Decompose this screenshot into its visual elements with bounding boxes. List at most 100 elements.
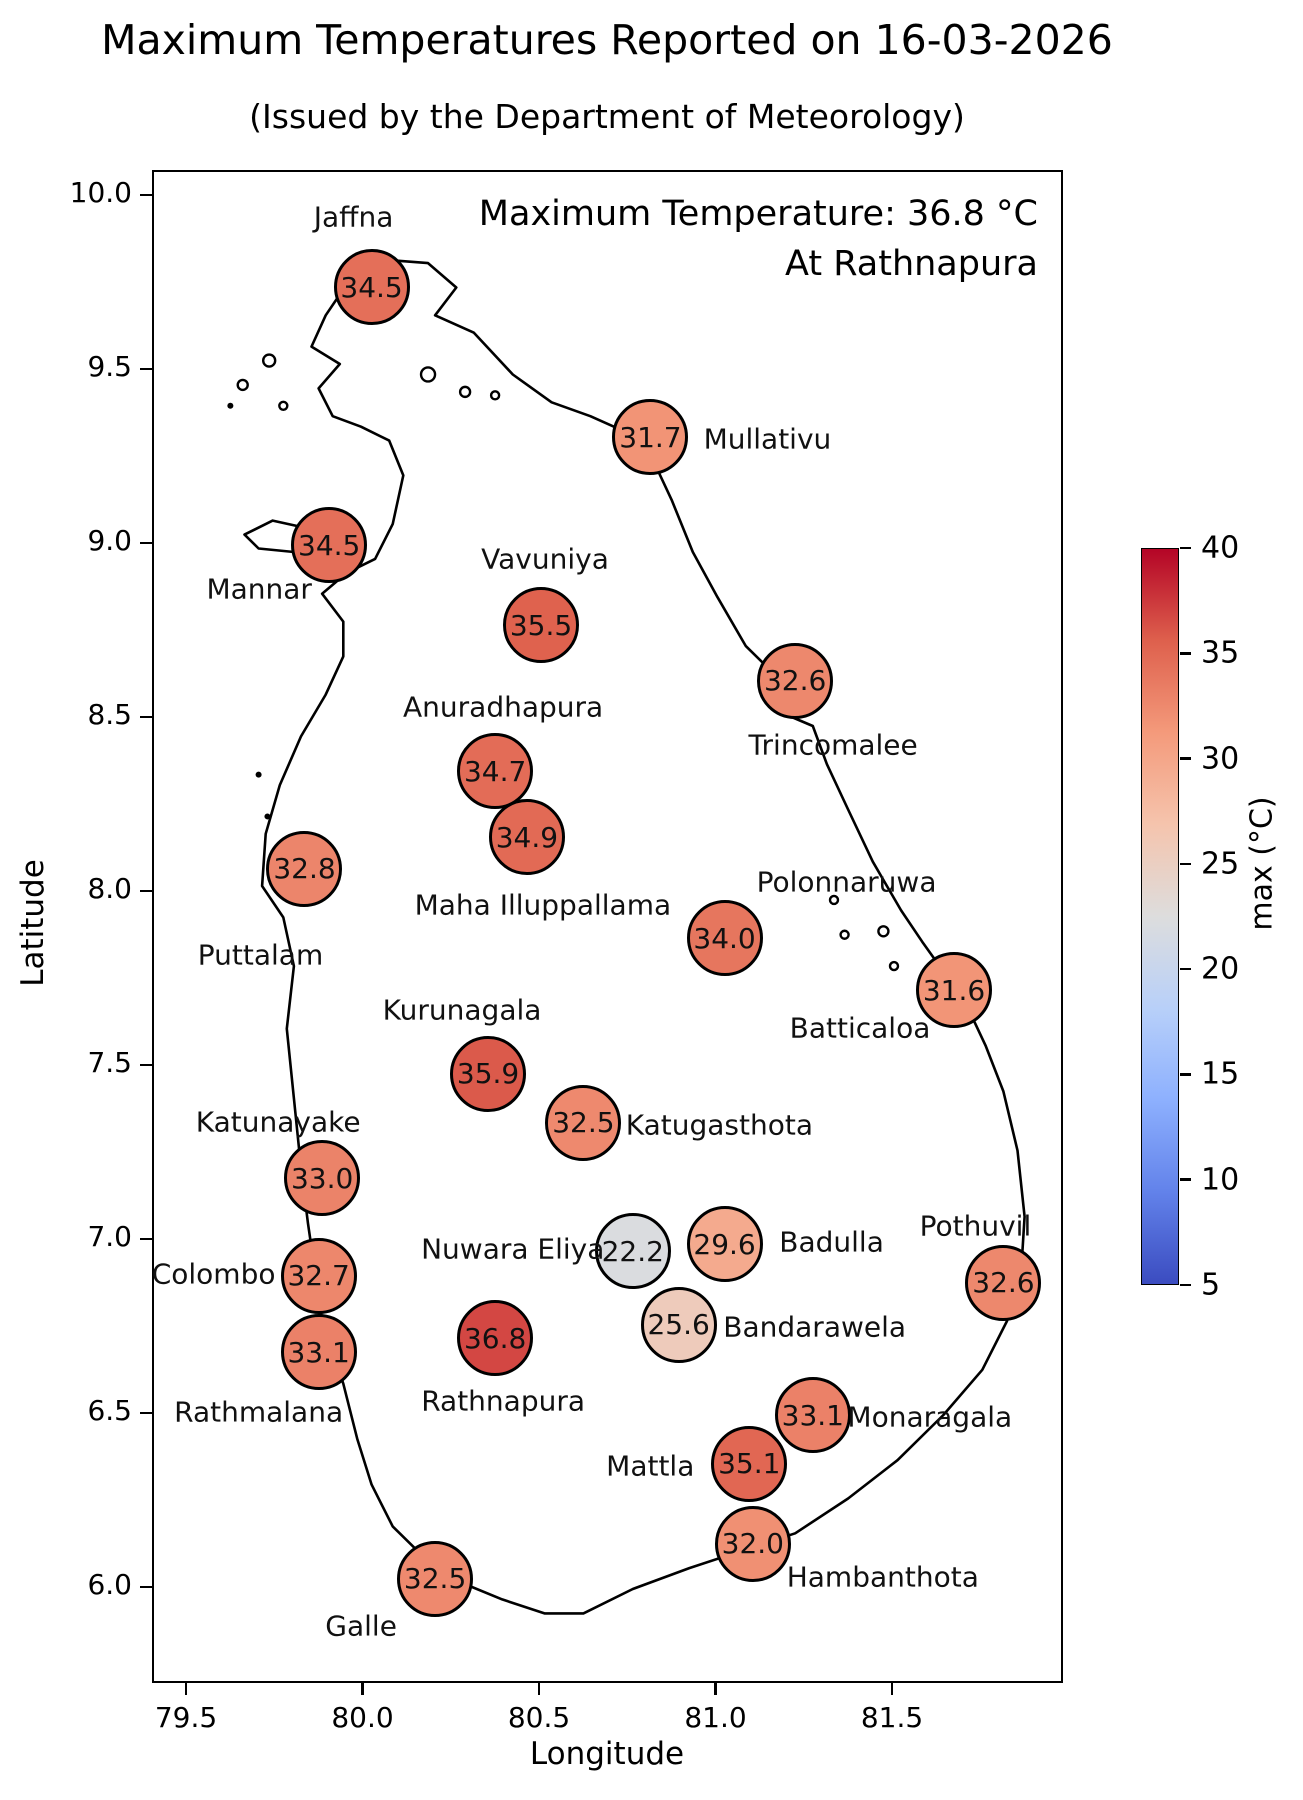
station-marker-trincomalee: 32.6 [757, 642, 834, 719]
station-label-vavuniya: Vavuniya [481, 542, 609, 576]
y-tick-label: 9.5 [87, 350, 132, 383]
station-label-anuradhapura: Anuradhapura [403, 690, 604, 724]
station-label-katugasthota: Katugasthota [625, 1108, 813, 1142]
station-marker-nuwara-eliya: 22.2 [594, 1213, 671, 1290]
y-tick-label: 6.0 [87, 1568, 132, 1601]
station-label-jaffna: Jaffna [313, 200, 394, 234]
station-temp: 34.5 [340, 270, 403, 304]
coastline-outline [260, 258, 1026, 1615]
station-temp: 32.0 [721, 1527, 784, 1561]
islet-8 [264, 813, 271, 820]
station-marker-katugasthota: 32.5 [545, 1084, 622, 1161]
station-temp: 34.9 [495, 820, 559, 854]
y-tick-mark [140, 715, 152, 719]
plot-area: Maximum Temperature: 36.8 °C At Rathnapu… [152, 170, 1063, 1683]
station-marker-puttalam: 32.8 [266, 830, 343, 907]
islet-9 [828, 894, 840, 906]
station-marker-colombo: 32.7 [280, 1237, 357, 1314]
station-temp: 33.0 [290, 1161, 354, 1195]
y-tick-label: 6.5 [87, 1394, 132, 1427]
x-tick-mark [890, 1683, 894, 1695]
station-label-polonnaruwa: Polonnaruwa [756, 865, 937, 899]
station-temp: 34.5 [298, 528, 361, 562]
islet-0 [261, 353, 277, 368]
islet-3 [227, 402, 234, 409]
station-marker-mullativu: 31.7 [612, 399, 689, 476]
x-tick-mark [537, 1683, 541, 1695]
station-marker-hambanthota: 32.0 [714, 1505, 791, 1582]
y-tick-label: 7.5 [87, 1046, 132, 1079]
islet-12 [888, 960, 900, 972]
x-tick-label: 79.5 [154, 1701, 218, 1734]
station-temp: 35.5 [509, 608, 573, 642]
station-marker-jaffna: 34.5 [333, 249, 410, 326]
station-marker-anuradhapura: 34.7 [457, 733, 534, 810]
y-tick-mark [140, 1411, 152, 1415]
station-marker-polonnaruwa: 34.0 [686, 900, 763, 977]
colorbar-tick-mark [1180, 967, 1191, 971]
station-temp: 22.2 [601, 1234, 664, 1268]
y-tick-label: 7.0 [87, 1220, 132, 1253]
station-label-bandarawela: Bandarawela [723, 1310, 907, 1344]
station-marker-kurunagala: 35.9 [450, 1035, 527, 1112]
colorbar-tick-mark [1180, 757, 1191, 760]
station-label-nuwara-eliya: Nuwara Eliya [421, 1232, 605, 1266]
colorbar-tick-label: 15 [1201, 1056, 1240, 1092]
annotation-line2: At Rathnapura [785, 243, 1038, 284]
station-temp: 36.8 [463, 1321, 527, 1355]
station-label-galle: Galle [325, 1609, 397, 1643]
islet-2 [278, 400, 289, 412]
y-tick-mark [140, 1063, 152, 1067]
y-tick-mark [140, 193, 152, 197]
x-tick-mark [714, 1683, 717, 1695]
station-temp: 35.9 [456, 1057, 520, 1091]
y-tick-label: 10.0 [69, 176, 132, 209]
page-title: Maximum Temperatures Reported on 16-03-2… [101, 16, 1113, 64]
colorbar-tick-mark [1180, 862, 1191, 866]
x-axis-label: Longitude [529, 1736, 685, 1772]
station-label-trincomalee: Trincomalee [748, 728, 918, 762]
station-temp: 32.6 [763, 664, 827, 698]
x-tick-label: 80.0 [331, 1701, 394, 1734]
colorbar-tick-label: 20 [1201, 951, 1240, 987]
y-tick-mark [140, 889, 152, 893]
y-tick-mark [140, 541, 152, 545]
x-tick-label: 81.5 [860, 1701, 924, 1734]
page-subtitle: (Issued by the Department of Meteorology… [249, 97, 965, 136]
colorbar-label: max (°C) [1244, 796, 1280, 931]
x-tick-label: 81.0 [684, 1701, 747, 1734]
colorbar [1141, 548, 1179, 1285]
station-temp: 33.1 [781, 1398, 844, 1432]
station-label-monaragala: Monaragala [847, 1400, 1013, 1434]
x-tick-mark [361, 1683, 364, 1695]
station-temp: 34.7 [463, 754, 527, 788]
station-marker-galle: 32.5 [397, 1540, 474, 1617]
colorbar-tick-label: 25 [1201, 846, 1240, 882]
max-temp-annotation: Maximum Temperature: 36.8 °C At Rathnapu… [479, 190, 1038, 289]
station-marker-batticaloa: 31.6 [916, 952, 992, 1029]
station-temp: 31.7 [619, 420, 682, 454]
annotation-line1: Maximum Temperature: 36.8 °C [478, 194, 1038, 234]
colorbar-tick-label: 30 [1201, 741, 1240, 777]
station-marker-katunayake: 33.0 [284, 1140, 361, 1217]
station-temp: 33.1 [287, 1335, 350, 1369]
colorbar-tick-label: 5 [1201, 1267, 1221, 1303]
y-tick-label: 9.0 [87, 524, 132, 557]
islet-4 [419, 366, 437, 383]
station-temp: 32.5 [403, 1562, 467, 1596]
y-tick-mark [140, 1237, 152, 1241]
station-temp: 29.6 [693, 1227, 756, 1261]
station-marker-rathmalana: 33.1 [280, 1314, 357, 1391]
station-label-maha-illuppallama: Maha Illuppallama [414, 888, 672, 922]
station-label-mullativu: Mullativu [703, 422, 832, 456]
station-marker-vavuniya: 35.5 [503, 587, 579, 664]
islet-11 [877, 925, 890, 938]
station-label-mannar: Mannar [206, 572, 312, 606]
station-temp: 34.0 [693, 921, 756, 955]
y-tick-mark [140, 367, 152, 371]
y-tick-label: 8.0 [87, 872, 132, 905]
islet-1 [236, 378, 249, 392]
colorbar-tick-mark [1180, 1283, 1191, 1287]
station-temp: 31.6 [922, 973, 986, 1007]
